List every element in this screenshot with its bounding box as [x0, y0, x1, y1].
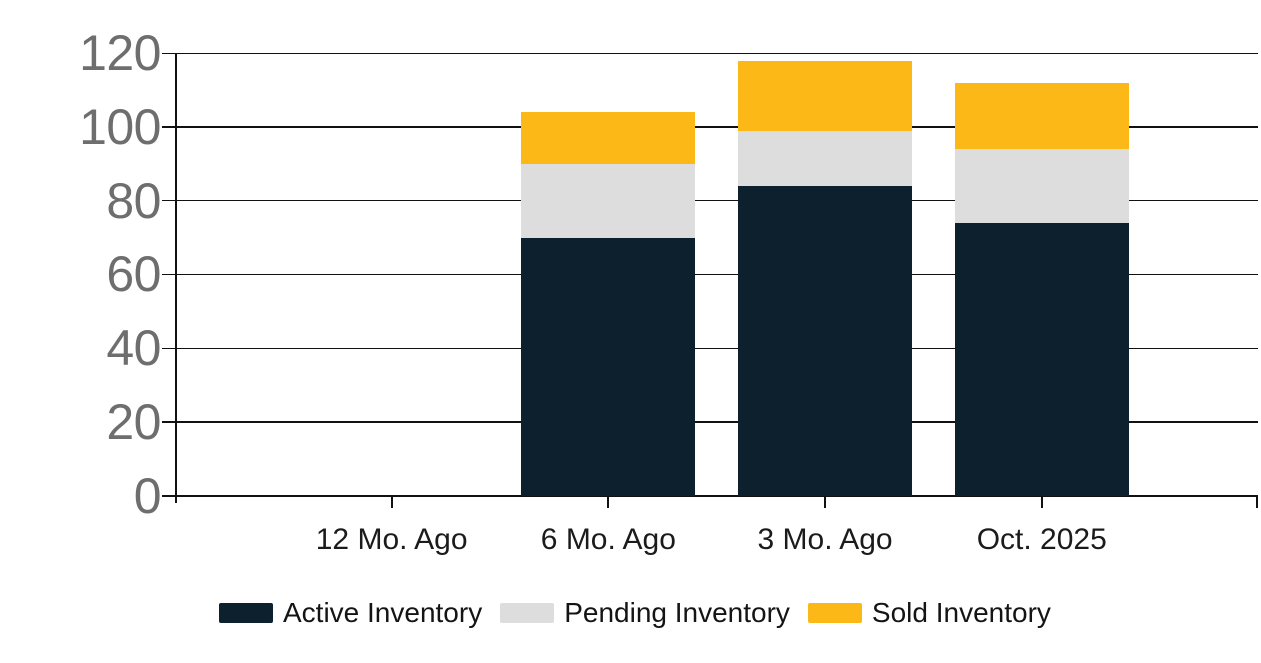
x-axis-label: Oct. 2025: [976, 523, 1107, 556]
gridline: [162, 52, 1258, 54]
legend-label: Sold Inventory: [871, 597, 1051, 628]
bar-segment-sold-inventory: [738, 60, 913, 131]
bar-segment-sold-inventory: [954, 82, 1129, 150]
legend-item-active-inventory: Active Inventory: [219, 596, 482, 630]
bar-segment-active-inventory: [521, 237, 696, 496]
y-axis-label: 100: [79, 99, 161, 155]
bar-segment-sold-inventory: [521, 112, 696, 164]
pending-inventory-swatch-icon: [500, 603, 555, 623]
x-axis-tick: [1040, 495, 1043, 509]
legend-item-sold-inventory: Sold Inventory: [807, 596, 1051, 630]
gridline: [162, 200, 1258, 202]
y-axis-label: 120: [79, 25, 161, 82]
legend-label: Active Inventory: [283, 597, 483, 628]
y-axis-label: 60: [106, 246, 161, 303]
axis-end-tick: [1255, 495, 1258, 509]
active-inventory-swatch-icon: [219, 603, 273, 623]
y-axis-line: [174, 53, 177, 504]
x-axis-tick: [824, 495, 827, 509]
y-axis-label: 0: [133, 467, 162, 524]
x-axis-label: 3 Mo. Ago: [757, 523, 893, 556]
legend: Active Inventory Pending Inventory Sold In…: [219, 596, 1051, 630]
legend-label: Pending Inventory: [564, 597, 790, 628]
y-axis-label: 80: [106, 172, 161, 229]
x-axis-label: 12 Mo. Ago: [315, 523, 468, 556]
gridline: [162, 421, 1258, 423]
x-axis-tick: [607, 495, 610, 509]
sold-inventory-swatch-icon: [807, 603, 862, 623]
gridline: [162, 126, 1258, 128]
bar-segment-pending-inventory: [521, 163, 696, 238]
gridline: [162, 347, 1258, 349]
y-axis-label: 40: [106, 320, 161, 377]
bar-segment-active-inventory: [738, 185, 913, 496]
bar-segment-pending-inventory: [738, 130, 913, 186]
x-axis-baseline: [162, 494, 1258, 497]
x-axis-tick: [390, 495, 393, 509]
y-axis-label: 20: [106, 393, 161, 450]
x-axis-label: 6 Mo. Ago: [540, 523, 676, 556]
bar-segment-pending-inventory: [954, 149, 1129, 223]
bar-segment-active-inventory: [954, 222, 1129, 496]
gridline: [162, 273, 1258, 276]
legend-item-pending-inventory: Pending Inventory: [500, 596, 790, 630]
